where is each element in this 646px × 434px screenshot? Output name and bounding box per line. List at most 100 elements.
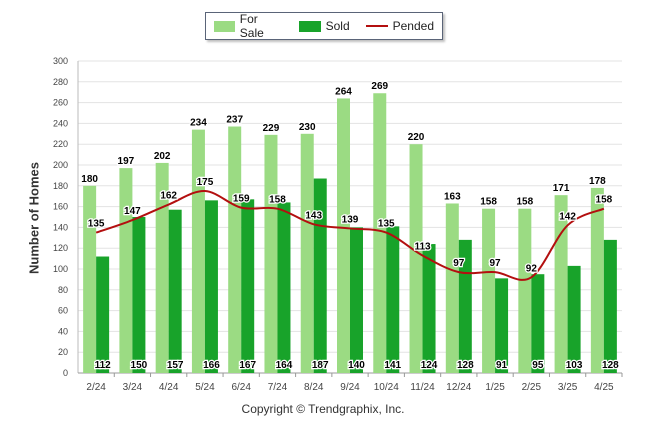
sold-data-label: 95 (532, 360, 544, 371)
sold-data-label: 167 (239, 360, 256, 371)
y-tick-label: 60 (58, 306, 68, 316)
y-tick-label: 140 (53, 222, 68, 232)
for-sale-data-label: 197 (118, 156, 135, 167)
pended-data-label: 139 (342, 214, 359, 225)
sold-data-label: 103 (566, 360, 583, 371)
y-axis-title: Number of Homes (26, 162, 42, 274)
for-sale-data-label: 163 (444, 191, 461, 202)
for-sale-data-label: 220 (408, 132, 425, 143)
pended-data-label: 97 (453, 258, 465, 269)
sold-data-label: 140 (348, 360, 365, 371)
copyright-text: Copyright © Trendgraphix, Inc. (241, 402, 405, 416)
for-sale-swatch (214, 20, 235, 32)
sold-data-label: 128 (602, 360, 619, 371)
bar-for-sale (300, 133, 314, 373)
pended-data-label: 158 (596, 195, 613, 206)
bar-sold (132, 217, 146, 373)
bar-for-sale (445, 203, 459, 373)
y-tick-label: 220 (53, 139, 68, 149)
x-tick-label: 3/25 (558, 382, 578, 393)
x-tick-label: 3/24 (123, 382, 143, 393)
bar-sold (495, 278, 509, 373)
bar-for-sale (518, 208, 532, 373)
legend-item-pended[interactable]: Pended (365, 19, 434, 33)
bar-sold (204, 200, 218, 373)
y-tick-label: 80 (58, 285, 68, 295)
bar-sold (277, 202, 291, 373)
pended-data-label: 159 (233, 194, 250, 205)
bar-sold (350, 227, 363, 373)
pended-data-label: 97 (490, 258, 502, 269)
pended-data-label: 162 (160, 191, 177, 202)
sold-data-label: 128 (457, 360, 474, 371)
bar-for-sale (83, 185, 97, 373)
sold-data-label: 150 (131, 360, 148, 371)
pended-line (95, 189, 605, 281)
x-tick-label: 9/24 (340, 382, 360, 393)
bar-for-sale (409, 144, 423, 373)
legend-item-sold[interactable]: Sold (298, 19, 350, 33)
for-sale-data-label: 264 (335, 86, 352, 97)
bar-sold (313, 178, 327, 373)
pended-data-label: 135 (378, 219, 395, 230)
y-tick-label: 100 (53, 264, 68, 274)
y-tick-label: 160 (53, 202, 68, 212)
bar-for-sale (119, 168, 133, 373)
pended-data-label: 142 (559, 211, 576, 222)
sold-data-label: 164 (276, 360, 293, 371)
y-tick-label: 200 (53, 160, 68, 170)
for-sale-data-label: 158 (516, 197, 533, 208)
bar-for-sale (228, 126, 242, 374)
y-tick-label: 260 (53, 98, 68, 108)
bar-sold (531, 274, 545, 373)
sold-data-label: 124 (421, 360, 438, 371)
pended-data-label: 175 (197, 177, 214, 188)
y-tick-label: 240 (53, 118, 68, 128)
bar-sold (422, 244, 436, 373)
x-tick-label: 10/24 (374, 382, 399, 393)
sold-data-label: 166 (203, 360, 220, 371)
sold-data-label: 91 (496, 360, 508, 371)
bar-for-sale (155, 162, 169, 373)
pended-data-label: 147 (124, 206, 141, 217)
y-tick-label: 40 (58, 326, 68, 336)
legend-item-for-sale[interactable]: For Sale (214, 12, 283, 40)
pended-data-label: 92 (526, 263, 538, 274)
y-tick-label: 120 (53, 243, 68, 253)
bar-for-sale (191, 129, 205, 373)
for-sale-data-label: 180 (81, 174, 98, 185)
pended-data-label: 158 (269, 195, 286, 206)
sold-data-label: 112 (95, 360, 112, 371)
x-tick-label: 4/25 (594, 382, 614, 393)
y-tick-label: 280 (53, 77, 68, 87)
bar-for-sale (482, 208, 496, 373)
for-sale-data-label: 171 (553, 183, 570, 194)
pended-data-label: 143 (305, 210, 322, 221)
sold-data-label: 187 (312, 360, 329, 371)
for-sale-data-label: 158 (480, 197, 497, 208)
x-tick-label: 2/25 (522, 382, 542, 393)
for-sale-data-label: 237 (226, 115, 243, 126)
for-sale-data-label: 229 (263, 123, 280, 134)
y-tick-label: 0 (63, 368, 68, 378)
bar-for-sale (373, 93, 387, 374)
sold-data-label: 141 (384, 360, 401, 371)
bar-for-sale (337, 98, 350, 373)
legend-label-for-sale: For Sale (239, 12, 264, 40)
chart-legend: For Sale Sold Pended (205, 12, 443, 40)
bar-sold (567, 265, 581, 373)
x-tick-label: 4/24 (159, 382, 179, 393)
y-tick-label: 180 (53, 181, 68, 191)
x-tick-label: 6/24 (231, 382, 251, 393)
x-tick-label: 5/24 (195, 382, 215, 393)
y-tick-label: 300 (53, 56, 68, 66)
x-tick-label: 7/24 (268, 382, 288, 393)
bar-sold (603, 239, 617, 373)
x-tick-label: 8/24 (304, 382, 324, 393)
x-tick-label: 11/24 (410, 382, 435, 393)
pended-swatch (365, 25, 388, 27)
bar-sold (96, 256, 110, 373)
sold-data-label: 157 (167, 360, 184, 371)
legend-label-sold: Sold (325, 19, 350, 33)
